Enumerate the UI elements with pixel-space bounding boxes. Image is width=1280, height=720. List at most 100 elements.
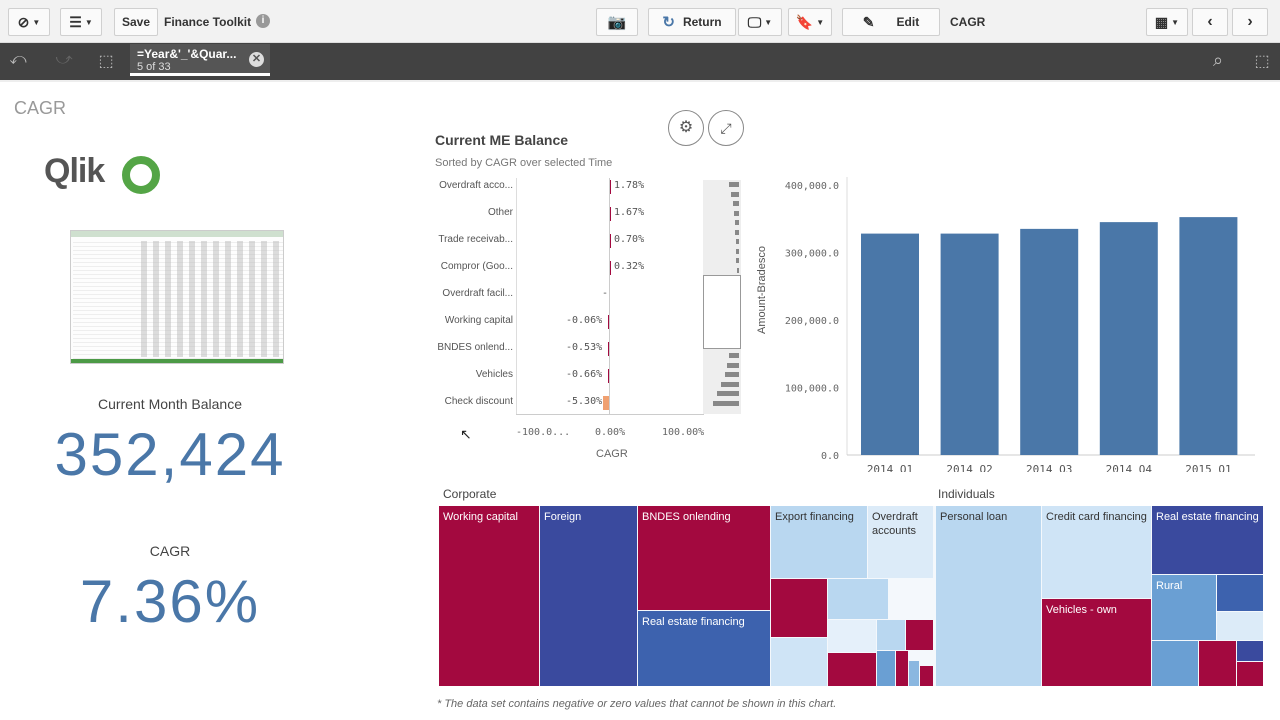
current-sheet-name: CAGR xyxy=(950,15,986,29)
treemap-cell-small-3[interactable] xyxy=(771,638,827,686)
bar-2014_Q4[interactable] xyxy=(1099,222,1158,455)
treemap-cell-export[interactable]: Export financing xyxy=(771,506,867,578)
return-button[interactable]: ↻ Return xyxy=(648,8,736,36)
step-back-icon[interactable]: ⤺ xyxy=(9,51,27,68)
mini-bar xyxy=(736,239,739,244)
selection-chip[interactable]: =Year&'_'&Quar... 5 of 33 ✕ xyxy=(130,44,270,76)
sheet-area: CAGR Qlik Current Month Balance 352,424 … xyxy=(0,80,1280,720)
me-row-label[interactable]: Overdraft facil... xyxy=(442,288,513,299)
treemap-cell-small-8[interactable] xyxy=(877,651,895,686)
sheet-overview-button[interactable]: ▦ ▼ xyxy=(1146,8,1188,36)
me-row-label[interactable]: Vehicles xyxy=(475,369,513,380)
chevron-down-icon: ▼ xyxy=(84,17,93,27)
mini-bar xyxy=(736,248,739,254)
cell-label: Real estate financing xyxy=(1156,511,1259,523)
treemap-cell-small-13[interactable] xyxy=(1217,612,1263,640)
y-tick-label: 0.0 xyxy=(821,451,839,462)
treemap-cell-rural[interactable]: Rural xyxy=(1152,575,1216,640)
cell-label: Overdraft accounts xyxy=(872,511,918,537)
me-row-label[interactable]: Working capital xyxy=(444,315,513,326)
me-row-value: 1.78% xyxy=(614,180,645,191)
treemap-cell-small-11[interactable] xyxy=(920,666,933,686)
treemap-cell-real-estate-corp[interactable]: Real estate financing xyxy=(638,611,770,686)
presentation-button[interactable]: 🖵 ▼ xyxy=(738,8,782,36)
mini-bar xyxy=(729,353,739,358)
treemap-cell-small-16[interactable] xyxy=(1237,641,1263,661)
x-tick-label: 2014_Q3 xyxy=(1026,463,1072,472)
treemap-group-corporate: Corporate xyxy=(443,487,497,501)
treemap-cell-foreign[interactable]: Foreign xyxy=(540,506,637,686)
cell-label: Rural xyxy=(1156,580,1183,592)
clear-all-icon[interactable]: ⬚ xyxy=(98,53,114,70)
treemap-cell-vehicles-own[interactable]: Vehicles - own xyxy=(1042,599,1151,686)
me-row-value: -0.06% xyxy=(566,315,603,326)
navigation-menu-button[interactable]: ⊘ ▼ xyxy=(8,8,50,36)
treemap-cell-working-capital[interactable]: Working capital xyxy=(439,506,539,686)
sliders-icon[interactable]: ⚙ xyxy=(668,110,704,146)
mini-scrollbar[interactable] xyxy=(703,180,741,414)
y-tick-label: 200,000.0 xyxy=(785,316,839,327)
me-row-label[interactable]: Check discount xyxy=(444,396,513,407)
save-button[interactable]: Save xyxy=(114,8,158,36)
treemap-cell-bndes[interactable]: BNDES onlending xyxy=(638,506,770,610)
previous-sheet-button[interactable]: ‹ xyxy=(1192,8,1228,36)
treemap[interactable]: Working capital Foreign BNDES onlending … xyxy=(439,506,1263,686)
next-sheet-button[interactable]: › xyxy=(1232,8,1268,36)
treemap-cell-small-6[interactable] xyxy=(877,620,905,650)
me-row-value: -0.66% xyxy=(566,369,603,380)
clear-selection-icon[interactable]: ✕ xyxy=(249,52,264,67)
compass-icon: ⊘ xyxy=(17,13,30,30)
treemap-cell-small-10[interactable] xyxy=(909,661,919,686)
chevron-down-icon: ▼ xyxy=(1171,17,1180,27)
me-row-label[interactable]: BNDES onlend... xyxy=(437,342,513,353)
me-row-bar[interactable] xyxy=(603,396,609,410)
chevron-down-icon: ▼ xyxy=(816,17,825,27)
spreadsheet-thumbnail[interactable] xyxy=(70,230,284,364)
y-tick-label: 100,000.0 xyxy=(785,384,839,395)
treemap-cell-small-15[interactable] xyxy=(1199,641,1236,686)
treemap-cell-small-1[interactable] xyxy=(771,579,827,637)
expand-icon[interactable]: ⤢ xyxy=(708,110,744,146)
search-icon[interactable]: ⌕ xyxy=(1212,50,1224,70)
mini-scroll-handle[interactable] xyxy=(703,275,741,349)
me-row-bar[interactable] xyxy=(607,369,609,383)
bar-2014_Q3[interactable] xyxy=(1020,228,1079,455)
treemap-cell-small-14[interactable] xyxy=(1152,641,1198,686)
screen-icon: 🖵 xyxy=(747,13,762,30)
treemap-cell-small-2[interactable] xyxy=(828,579,888,619)
me-row-label[interactable]: Compror (Goo... xyxy=(440,261,513,272)
cell-label: Personal loan xyxy=(940,511,1008,523)
me-row-bar[interactable] xyxy=(607,315,609,329)
bookmark-button[interactable]: 🔖 ▼ xyxy=(788,8,832,36)
step-forward-icon[interactable]: ⤻ xyxy=(55,51,73,68)
sheet-list-button[interactable]: ☰ ▼ xyxy=(60,8,102,36)
snapshot-button[interactable]: 📷 xyxy=(596,8,638,36)
cell-label: Credit card financing xyxy=(1046,511,1147,523)
me-row-value: 0.32% xyxy=(614,261,645,272)
treemap-cell-real-estate-ind[interactable]: Real estate financing xyxy=(1152,506,1263,574)
treemap-cell-credit-card[interactable]: Credit card financing xyxy=(1042,506,1151,598)
me-row-label[interactable]: Trade receivab... xyxy=(438,234,513,245)
treemap-cell-small-4[interactable] xyxy=(828,620,876,652)
treemap-cell-small-7[interactable] xyxy=(906,620,933,650)
treemap-cell-personal-loan[interactable]: Personal loan xyxy=(936,506,1041,686)
me-row-value: -5.30% xyxy=(566,396,603,407)
me-row-label[interactable]: Other xyxy=(487,207,513,218)
info-icon[interactable]: i xyxy=(256,14,270,28)
bar-2014_Q2[interactable] xyxy=(940,233,999,455)
treemap-cell-small-12[interactable] xyxy=(1217,575,1263,611)
edit-button[interactable]: ✎ Edit xyxy=(842,8,940,36)
me-row-label[interactable]: Overdraft acco... xyxy=(439,180,513,191)
treemap-footnote: * The data set contains negative or zero… xyxy=(437,698,837,710)
sheets-icon: ▦ xyxy=(1154,13,1169,30)
bar-2015_Q1[interactable] xyxy=(1179,217,1238,455)
me-row-bar[interactable] xyxy=(607,342,609,356)
bar-2014_Q1[interactable] xyxy=(861,233,919,455)
kpi-month-balance-label: Current Month Balance xyxy=(98,396,242,412)
treemap-cell-small-17[interactable] xyxy=(1237,662,1263,686)
selection-tool-icon[interactable]: ⬚ xyxy=(1254,53,1270,70)
y-tick-label: 300,000.0 xyxy=(785,249,839,260)
treemap-cell-small-5[interactable] xyxy=(828,653,876,686)
treemap-cell-overdraft[interactable]: Overdraft accounts xyxy=(868,506,933,578)
treemap-cell-small-9[interactable] xyxy=(896,651,908,686)
